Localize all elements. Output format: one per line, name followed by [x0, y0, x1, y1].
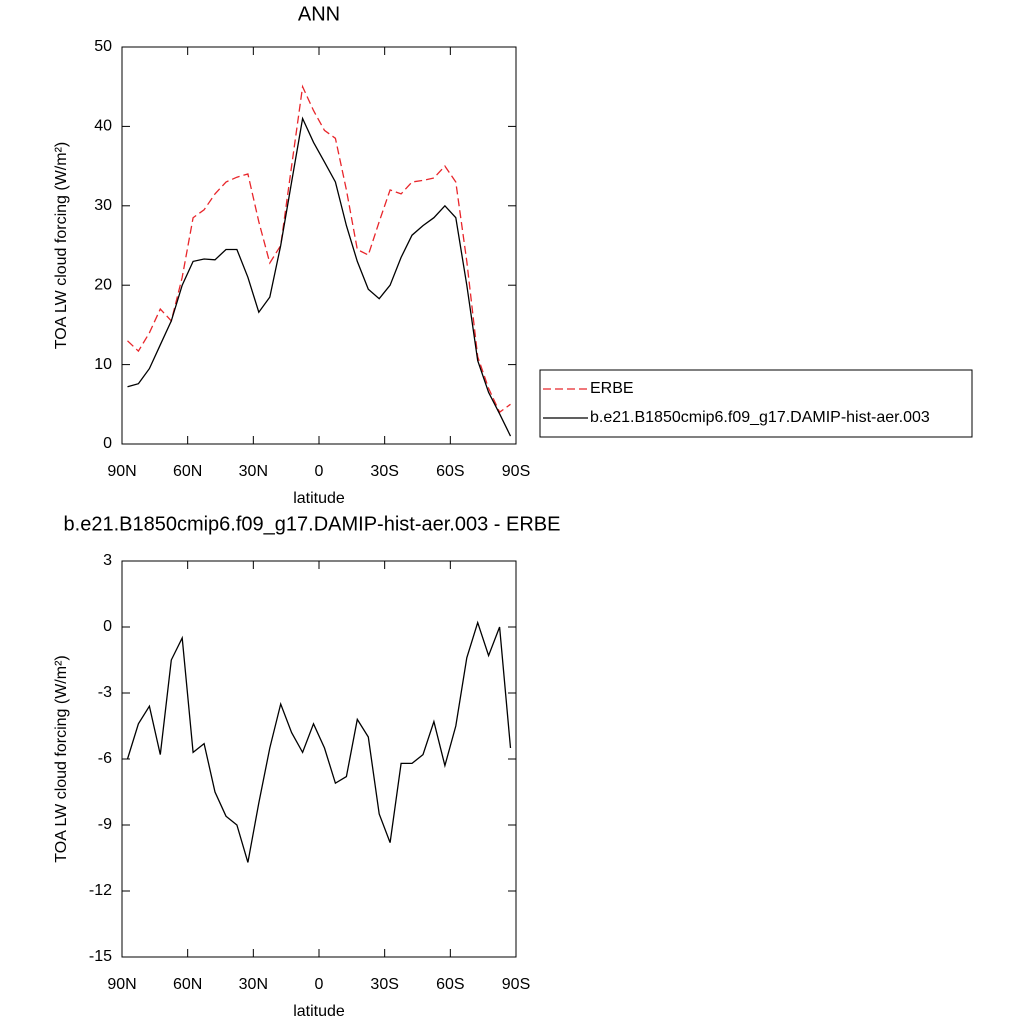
y-axis-label: TOA LW cloud forcing (W/m²) — [53, 142, 70, 349]
x-tick-label: 60N — [173, 976, 202, 993]
data-line — [126, 620, 512, 863]
y-tick-label: 3 — [103, 552, 112, 569]
x-tick-label: 90N — [107, 463, 136, 480]
y-tick-label: -3 — [98, 684, 112, 701]
x-tick-label: 30N — [239, 463, 268, 480]
x-axis-label: latitude — [293, 490, 345, 507]
x-tick-label: 30N — [239, 976, 268, 993]
x-tick-label: 90S — [502, 976, 530, 993]
y-axis-label: TOA LW cloud forcing (W/m²) — [53, 655, 70, 862]
plot-frame — [121, 46, 517, 445]
y-tick-label: -15 — [89, 948, 112, 965]
y-tick-label: -6 — [98, 750, 112, 767]
y-tick-label: -12 — [89, 882, 112, 899]
data-line — [127, 84, 511, 414]
x-tick-label: 0 — [315, 976, 324, 993]
legend-label: b.e21.B1850cmip6.f09_g17.DAMIP-hist-aer.… — [590, 409, 930, 426]
x-tick-label: 90S — [502, 463, 530, 480]
legend-box — [539, 369, 973, 438]
x-tick-label: 30S — [370, 976, 398, 993]
x-tick-label: 30S — [370, 463, 398, 480]
chart-title: b.e21.B1850cmip6.f09_g17.DAMIP-hist-aer.… — [64, 513, 561, 535]
x-tick-label: 60N — [173, 463, 202, 480]
plot-frame — [121, 560, 517, 958]
y-tick-label: -9 — [98, 816, 112, 833]
x-tick-label: 0 — [315, 463, 324, 480]
x-tick-label: 90N — [107, 976, 136, 993]
data-line — [127, 116, 512, 437]
y-tick-label: 30 — [94, 197, 112, 214]
y-tick-label: 20 — [94, 276, 112, 293]
x-tick-label: 60S — [436, 463, 464, 480]
x-axis-label: latitude — [293, 1003, 345, 1020]
y-tick-label: 10 — [94, 356, 112, 373]
y-tick-label: 0 — [103, 618, 112, 635]
y-tick-label: 50 — [94, 38, 112, 55]
chart-title: ANN — [298, 3, 340, 25]
legend-label: ERBE — [590, 380, 634, 397]
y-tick-label: 40 — [94, 118, 112, 135]
x-tick-label: 60S — [436, 976, 464, 993]
y-tick-label: 0 — [103, 435, 112, 452]
